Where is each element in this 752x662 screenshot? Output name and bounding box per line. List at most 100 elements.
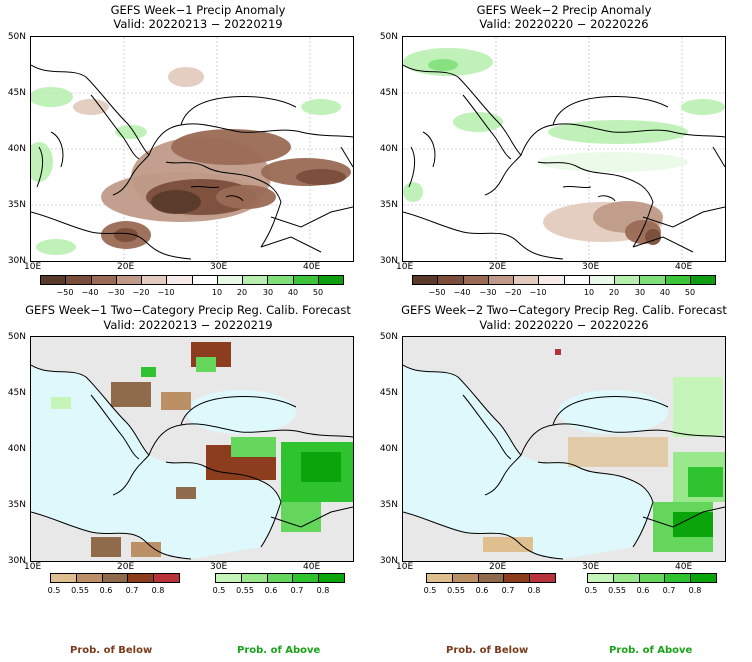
lat-label: 30N — [7, 556, 26, 566]
coastlines — [403, 364, 725, 560]
lon-label: 30E — [210, 262, 228, 272]
colorbar-label: 0.6 — [264, 586, 278, 595]
colorbar-label: 30 — [634, 288, 646, 297]
lon-label: 30E — [582, 562, 600, 572]
dry-anomaly — [543, 201, 663, 245]
colorbar-label: −20 — [504, 288, 522, 297]
panel-week2-anomaly: GEFS Week−2 Precip Anomaly Valid: 202202… — [376, 0, 752, 300]
lat-label: 35N — [7, 500, 26, 510]
colorbar-label: −20 — [132, 288, 150, 297]
lon-label: 20E — [117, 562, 135, 572]
lat-label: 30N — [7, 256, 26, 266]
panel-week1-anomaly: GEFS Week−1 Precip Anomaly Valid: 202202… — [0, 0, 376, 300]
panel-valid-date: Valid: 20220213 − 20220219 — [103, 318, 273, 332]
prob-above-colorbar — [587, 573, 717, 583]
lat-label: 45N — [379, 388, 398, 398]
colorbar-label: 0.7 — [290, 586, 304, 595]
lon-label: 10E — [396, 262, 414, 272]
colorbar-label: −40 — [453, 288, 471, 297]
lon-label: 40E — [303, 262, 321, 272]
lat-label: 30N — [379, 556, 398, 566]
lon-label: 40E — [675, 562, 693, 572]
coastlines — [403, 64, 725, 260]
coastlines — [31, 364, 353, 560]
colorbar-label: −30 — [107, 288, 125, 297]
lon-label: 40E — [675, 262, 693, 272]
prob-below-colorbar — [50, 573, 180, 583]
prob-above-label: Prob. of Above — [609, 645, 693, 656]
lon-label: 20E — [489, 562, 507, 572]
black-sea — [186, 390, 296, 434]
black-sea — [558, 390, 668, 434]
panel-week1-two-category: GEFS Week−1 Two−Category Precip Reg. Cal… — [0, 300, 376, 662]
colorbar-label: 0.6 — [99, 586, 113, 595]
panel-valid-date: Valid: 20220213 − 20220219 — [113, 17, 283, 31]
colorbar-label: 0.8 — [316, 586, 330, 595]
colorbar-label: 0.55 — [236, 586, 254, 595]
colorbar-label: 0.5 — [584, 586, 598, 595]
anomaly-colorbar — [412, 275, 716, 285]
sea-area — [31, 365, 281, 559]
prob-above-colorbar — [215, 573, 345, 583]
lon-label: 40E — [303, 562, 321, 572]
anomaly-colorbar — [40, 275, 344, 285]
lat-label: 35N — [379, 200, 398, 210]
panel-week2-two-category: GEFS Week−2 Two−Category Precip Reg. Cal… — [376, 300, 752, 662]
panel-valid-date: Valid: 20220220 − 20220226 — [479, 17, 649, 31]
colorbar-label: 0.7 — [662, 586, 676, 595]
colorbar-label: 0.5 — [212, 586, 226, 595]
lon-label: 10E — [396, 562, 414, 572]
colorbar-label: 50 — [312, 288, 324, 297]
colorbar-label: 20 — [236, 288, 248, 297]
colorbar-label: 0.6 — [475, 586, 489, 595]
colorbar-label: 10 — [211, 288, 223, 297]
lon-label: 20E — [117, 262, 135, 272]
sea-area — [403, 365, 653, 559]
prob-below-label: Prob. of Below — [70, 645, 153, 656]
lat-label: 40N — [7, 444, 26, 454]
lat-label: 35N — [7, 200, 26, 210]
colorbar-label: −10 — [529, 288, 547, 297]
lon-label: 30E — [582, 262, 600, 272]
lat-label: 50N — [7, 32, 26, 42]
prob-below-label: Prob. of Below — [446, 645, 529, 656]
colorbar-label: −10 — [157, 288, 175, 297]
prob-above-label: Prob. of Above — [237, 645, 321, 656]
colorbar-label: 0.55 — [71, 586, 89, 595]
lat-label: 35N — [379, 500, 398, 510]
wet-anomaly — [403, 48, 725, 202]
colorbar-label: 40 — [287, 288, 299, 297]
map-week1-two-category — [30, 336, 354, 562]
lat-label: 50N — [7, 332, 26, 342]
colorbar-label: 0.55 — [608, 586, 626, 595]
lat-label: 40N — [379, 144, 398, 154]
colorbar-label: 10 — [583, 288, 595, 297]
panel-valid-date: Valid: 20220220 − 20220226 — [479, 318, 649, 332]
lat-label: 50N — [379, 332, 398, 342]
colorbar-label: 0.5 — [423, 586, 437, 595]
wet-anomaly — [31, 87, 341, 255]
colorbar-label: 0.8 — [688, 586, 702, 595]
lat-label: 50N — [379, 32, 398, 42]
colorbar-label: 20 — [608, 288, 620, 297]
prob-cells — [483, 349, 725, 552]
colorbar-label: 30 — [262, 288, 274, 297]
panel-title: GEFS Week−1 Precip Anomaly — [110, 3, 286, 17]
colorbar-label: 50 — [684, 288, 696, 297]
lon-label: 10E — [24, 562, 42, 572]
lon-label: 10E — [24, 262, 42, 272]
panel-title: GEFS Week−2 Two−Category Precip Reg. Cal… — [401, 303, 727, 317]
map-week2-two-category — [402, 336, 726, 562]
colorbar-label: −50 — [56, 288, 74, 297]
coastlines — [31, 64, 353, 260]
colorbar-label: 0.7 — [501, 586, 515, 595]
lat-label: 40N — [379, 444, 398, 454]
colorbar-label: 0.8 — [151, 586, 165, 595]
colorbar-label: 0.7 — [125, 586, 139, 595]
colorbar-label: −50 — [428, 288, 446, 297]
lon-label: 30E — [210, 562, 228, 572]
prob-below-colorbar — [426, 573, 556, 583]
lat-label: 45N — [379, 88, 398, 98]
colorbar-label: 0.5 — [47, 586, 61, 595]
lat-label: 40N — [7, 144, 26, 154]
